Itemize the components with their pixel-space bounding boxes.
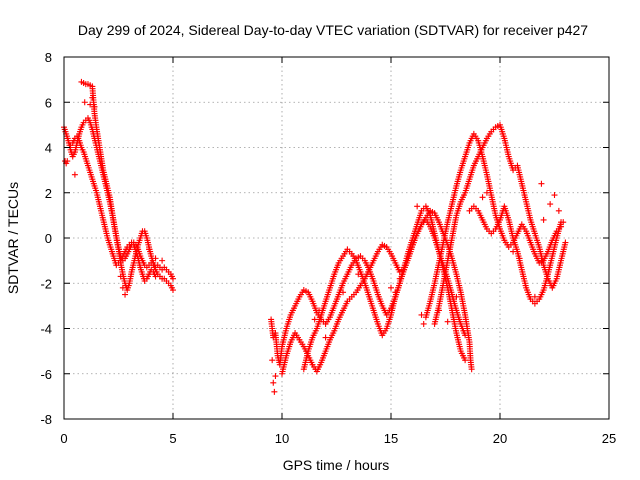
gridlines [64, 57, 609, 419]
data-point [152, 255, 159, 262]
data-point [146, 246, 153, 253]
data-point [560, 219, 567, 226]
x-tick-label: 15 [384, 431, 398, 446]
y-tick-label: 6 [45, 95, 52, 110]
x-tick-label: 5 [169, 431, 176, 446]
data-point [418, 311, 425, 318]
series-late-scatter [269, 180, 562, 395]
y-tick-label: 2 [45, 186, 52, 201]
data-point [547, 201, 554, 208]
series-late-track-d [422, 130, 565, 321]
data-point [152, 273, 159, 280]
x-tick-label: 20 [493, 431, 507, 446]
data-point [355, 271, 362, 278]
y-tick-label: 0 [45, 231, 52, 246]
y-tick-label: 4 [45, 141, 52, 156]
data-point [87, 101, 94, 108]
x-tick-label: 0 [60, 431, 67, 446]
x-axis-label: GPS time / hours [283, 457, 390, 473]
data-point [311, 316, 318, 323]
data-point [483, 189, 490, 196]
data-point [91, 103, 98, 110]
axis-ticks [63, 56, 610, 420]
x-tick-label: 10 [275, 431, 289, 446]
data-point [540, 216, 547, 223]
y-tick-label: -2 [40, 276, 52, 291]
data-point [468, 366, 475, 373]
data-point [538, 180, 545, 187]
data-point [64, 158, 71, 165]
data-point [562, 239, 569, 246]
y-axis-label: SDTVAR / TECUs [5, 182, 21, 294]
chart-title: Day 299 of 2024, Sidereal Day-to-day VTE… [78, 22, 588, 38]
data-point [269, 357, 276, 364]
data-point [392, 289, 399, 296]
data-point [516, 255, 523, 262]
data-point [270, 379, 277, 386]
data-point [531, 293, 538, 300]
data-point [119, 284, 126, 291]
data-point [396, 275, 403, 282]
data-point [89, 94, 96, 101]
data-point [170, 287, 176, 294]
data-point [322, 334, 329, 341]
data-point [444, 318, 451, 325]
data-point [420, 320, 427, 327]
x-tick-label: 25 [602, 431, 616, 446]
data-points [61, 78, 569, 395]
data-point [272, 373, 279, 380]
data-point [453, 293, 460, 300]
series-late-track-f [466, 203, 567, 307]
data-point [71, 171, 78, 178]
data-point [388, 284, 394, 291]
data-point [462, 332, 469, 339]
data-point [479, 194, 486, 201]
data-point [555, 207, 562, 214]
y-tick-labels: -8 -6 -4 -2 0 2 4 6 8 [40, 50, 52, 427]
y-tick-label: -6 [40, 367, 52, 382]
data-point [435, 307, 442, 314]
data-point [81, 99, 88, 106]
data-point [316, 307, 323, 314]
data-point [462, 357, 469, 364]
data-point [159, 257, 166, 264]
y-tick-label: -4 [40, 322, 52, 337]
data-point [340, 289, 347, 296]
data-point [170, 275, 176, 282]
data-point [271, 388, 278, 395]
y-tick-label: -8 [40, 412, 52, 427]
data-point [414, 203, 421, 210]
series-early-track-c [67, 133, 159, 284]
data-point [122, 291, 129, 298]
y-tick-label: 8 [45, 50, 52, 65]
data-point [117, 273, 124, 280]
series-late-track-e [431, 121, 569, 327]
data-point [510, 248, 517, 255]
x-tick-labels: 0 5 10 15 20 25 [60, 431, 616, 446]
data-point [551, 192, 558, 199]
